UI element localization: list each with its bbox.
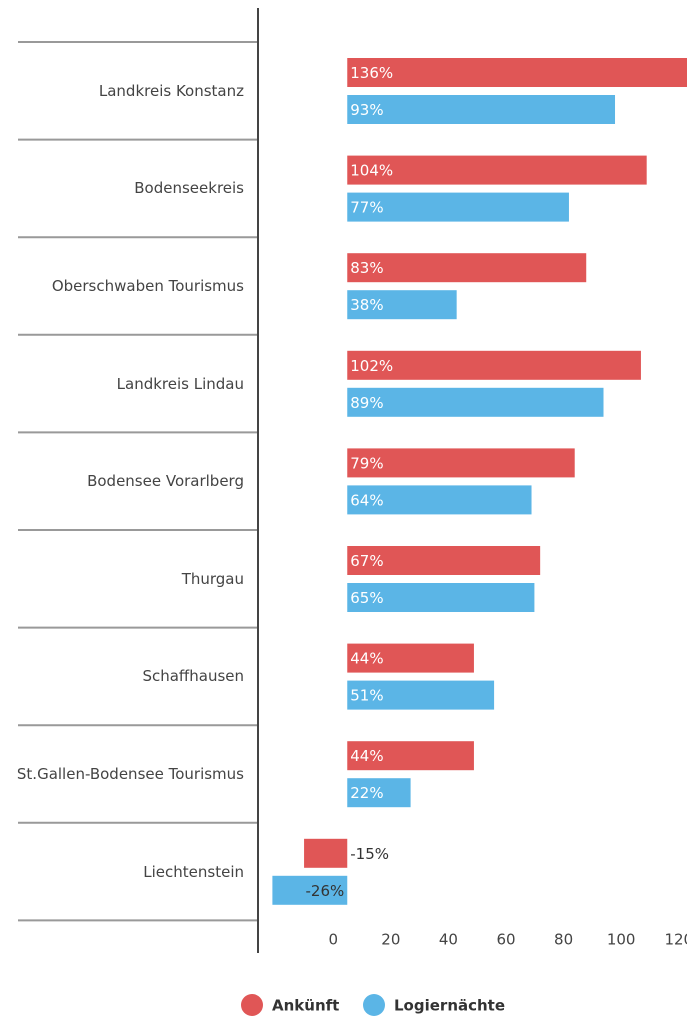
value-label: 22% [350,784,383,802]
bar [347,485,532,515]
bar [347,387,604,417]
legend-label: Logiernächte [394,997,505,1015]
x-tick-label: 40 [439,931,458,949]
bar [347,95,616,124]
value-label: 104% [350,162,393,180]
value-label: 38% [350,296,383,314]
x-tick-label: 100 [607,931,636,949]
x-tick-label: 80 [554,931,573,949]
category-label: Bodensee Vorarlberg [87,472,244,491]
bar [304,838,348,868]
category-label: Oberschwaben Tourismus [51,277,244,295]
x-tick-label: 60 [496,931,515,949]
bar [347,546,541,575]
value-label: 93% [350,101,383,119]
value-label: 77% [350,199,383,217]
value-label: 64% [350,491,383,509]
category-label: Liechtenstein [143,862,244,881]
bar [347,290,457,320]
category-label: Thurgau [181,569,244,588]
bar [347,58,687,87]
legend-marker [363,994,385,1016]
x-tick-label: 120 [664,931,687,949]
category-label: Bodenseekreis [134,179,244,198]
value-label: 44% [350,650,383,668]
bar [347,643,474,673]
value-label: 136% [350,64,393,82]
bar [347,350,641,380]
bar [347,253,587,283]
bar [347,155,647,185]
value-label: 67% [350,552,383,570]
value-label: -26% [305,882,344,900]
legend-label: Ankünft [272,997,339,1015]
value-label: 44% [350,747,383,765]
category-label: St.Gallen-Bodensee Tourismus [16,765,244,783]
bar [347,192,569,222]
legend-marker [241,994,263,1016]
category-label: Landkreis Lindau [116,374,244,393]
bar [347,448,575,478]
category-label: Schaffhausen [142,667,244,686]
value-label: -15% [350,845,389,863]
bar [347,680,495,710]
value-label: 89% [350,394,383,412]
bar [347,778,411,808]
x-tick-label: 0 [328,931,338,949]
value-label: 79% [350,454,383,472]
bar [347,741,474,771]
value-label: 51% [350,687,383,705]
bar [347,583,535,612]
bar [272,875,348,905]
category-label: Landkreis Konstanz [98,81,244,100]
plot-area [272,58,687,905]
value-label: 102% [350,357,393,375]
x-tick-label: 20 [381,931,400,949]
value-label: 83% [350,259,383,277]
value-label: 65% [350,589,383,607]
